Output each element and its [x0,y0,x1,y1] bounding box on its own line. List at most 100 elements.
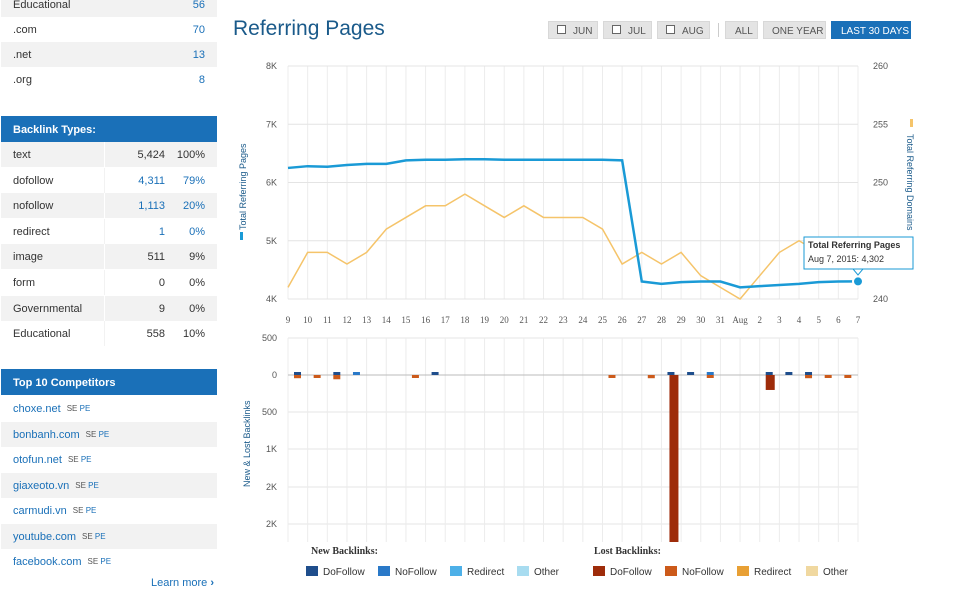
domain-stat-value[interactable]: 56 [192,0,205,11]
x-tick-label: 17 [441,315,451,325]
y-tick-label: 8K [266,61,277,71]
backlink-type-row: dofollow 4,311 79% [1,167,217,193]
competitor-row: youtube.com SE PE [1,523,217,549]
referring-pages-line [287,157,859,289]
pe-link[interactable]: PE [88,480,99,490]
competitor-link[interactable]: carmudi.vn SE PE [13,505,96,517]
competitor-link[interactable]: giaxeoto.vn SE PE [13,480,99,492]
backlink-type-label: text [13,149,31,161]
x-tick-label: 21 [519,315,528,325]
legend-label: DoFollow [323,567,365,578]
backlink-types-header: Backlink Types: [1,116,217,142]
learn-more-link[interactable]: Learn more › [151,577,214,589]
se-link[interactable]: SE [81,531,93,541]
new-backlinks-bar [333,372,341,375]
month-jul-button[interactable]: JUL [603,21,652,39]
domain-stat-row: .net 13 [1,42,217,67]
backlink-type-row: nofollow 1,113 20% [1,193,217,219]
new-backlinks-bar [667,372,675,375]
month-aug-button[interactable]: AUG [657,21,710,39]
range-last-30-label: LAST 30 DAYS [841,26,909,37]
x-tick-label: 27 [637,315,647,325]
legend-swatch [593,566,605,576]
backlink-type-percent: 79% [182,174,205,187]
backlink-type-count: 558 [146,328,165,341]
checkbox-icon[interactable] [666,25,675,34]
competitor-link[interactable]: youtube.com SE PE [13,531,106,543]
range-one-year-button[interactable]: ONE YEAR [763,21,826,39]
lost-backlinks-bar [411,375,419,378]
domain-stat-row: .com 70 [1,17,217,42]
competitor-link[interactable]: bonbanh.com SE PE [13,429,109,441]
month-jun-button[interactable]: JUN [548,21,598,39]
competitor-name[interactable]: carmudi.vn [13,505,67,517]
x-tick-label: 28 [657,315,667,325]
y-axis-label: Total Referring Pages [238,143,248,230]
competitor-row: carmudi.vn SE PE [1,498,217,523]
bar-y-tick-label: 1K [266,444,277,454]
tooltip-title: Total Referring Pages [808,240,900,250]
backlink-type-count: 0 [158,277,165,289]
x-tick-label: 18 [460,315,470,325]
bar-y-tick-label: 0 [272,370,277,380]
competitor-name[interactable]: choxe.net [13,403,61,415]
new-backlinks-bar [765,372,773,375]
competitor-name[interactable]: bonbanh.com [13,428,80,441]
lost-backlinks-bar [294,375,301,379]
backlink-type-percent: 100% [176,149,205,161]
legend-label: Other [534,567,560,578]
legend-swatch [517,566,529,576]
se-link[interactable]: SE [85,429,97,439]
se-link[interactable]: SE [72,506,84,515]
se-link[interactable]: SE [67,455,79,464]
backlink-type-label: redirect [13,225,50,238]
legend-swatch [378,566,390,576]
competitor-name[interactable]: facebook.com [13,556,82,568]
x-tick-label: 13 [362,315,372,325]
x-tick-label: 25 [598,315,608,325]
pe-link[interactable]: PE [94,531,106,541]
x-tick-label: 20 [500,315,510,325]
competitor-name[interactable]: giaxeoto.vn [13,479,70,492]
domain-stat-value[interactable]: 13 [192,49,205,61]
se-link[interactable]: SE [87,557,99,566]
x-tick-label: 14 [382,315,392,325]
competitor-link[interactable]: choxe.net SE PE [13,403,90,415]
highlight-point [852,275,864,288]
range-last-30-days-button[interactable]: LAST 30 DAYS [831,21,911,39]
new-backlinks-bar [352,372,360,375]
pe-link[interactable]: PE [79,404,91,413]
checkbox-icon[interactable] [612,25,621,34]
competitor-name[interactable]: otofun.net [13,454,62,466]
legend-swatch [306,566,318,576]
divider [718,23,719,37]
se-link[interactable]: SE [75,480,86,490]
competitor-name[interactable]: youtube.com [13,530,76,543]
se-link[interactable]: SE [66,404,78,413]
domain-stat-value[interactable]: 8 [198,74,205,86]
backlink-type-label: image [13,251,43,264]
pe-link[interactable]: PE [80,455,92,464]
y-tick-label: 4K [266,294,277,304]
pe-link[interactable]: PE [100,557,112,566]
pe-link[interactable]: PE [98,429,110,439]
learn-more-label[interactable]: Learn more [151,577,208,589]
backlink-type-count[interactable]: 1 [158,225,165,238]
backlink-type-count: 511 [147,251,165,264]
y2-axis-label: Total Referring Domains [905,134,915,231]
pe-link[interactable]: PE [85,506,97,515]
y2-tick-label: 260 [873,61,888,71]
range-all-button[interactable]: ALL [725,21,758,39]
backlink-type-count[interactable]: 1,113 [138,200,165,213]
competitor-link[interactable]: otofun.net SE PE [13,454,92,466]
domain-stat-value[interactable]: 70 [192,24,205,36]
x-tick-label: 24 [578,315,588,325]
range-all-label: ALL [735,26,753,37]
backlink-types-title: Backlink Types: [13,124,96,136]
competitor-link[interactable]: facebook.com SE PE [13,556,111,568]
new-backlinks-bar [294,372,301,375]
backlink-type-count[interactable]: 4,311 [138,174,165,187]
checkbox-icon[interactable] [557,25,566,34]
x-tick-label: 9 [286,315,291,325]
x-tick-label: 16 [421,315,431,325]
